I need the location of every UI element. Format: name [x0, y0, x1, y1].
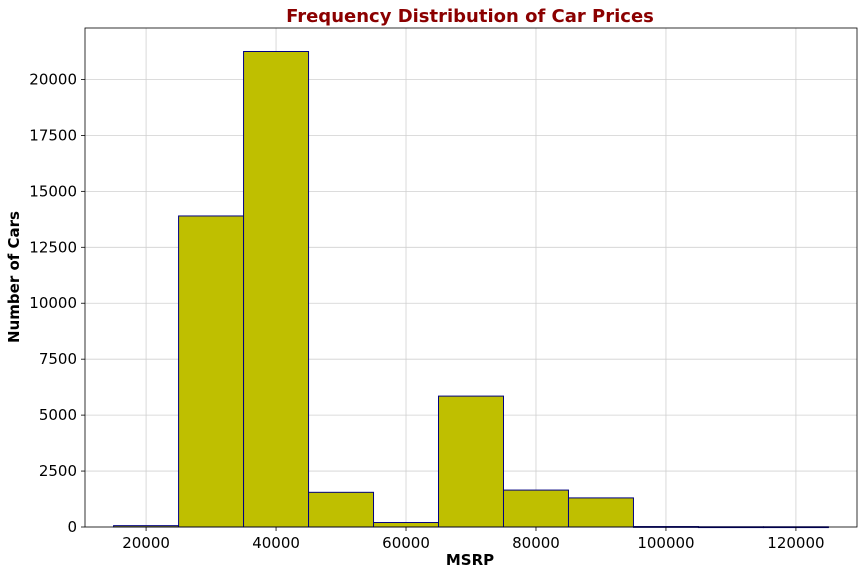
- y-tick-label: 17500: [29, 126, 77, 144]
- histogram-bar: [373, 522, 440, 528]
- y-tick-label: 0: [67, 518, 77, 536]
- x-axis-label: MSRP: [446, 551, 494, 569]
- y-tick-label: 7500: [39, 350, 77, 368]
- x-tick-labels: 20000 40000 60000 80000 100000 120000: [122, 527, 825, 552]
- y-axis-label: Number of Cars: [5, 211, 23, 343]
- histogram-bar: [502, 489, 569, 528]
- y-tick-label: 20000: [29, 70, 77, 88]
- y-tick-label: 15000: [29, 182, 77, 200]
- x-tick-label: 100000: [637, 534, 694, 552]
- x-tick-label: 40000: [252, 534, 300, 552]
- y-tick-label: 2500: [39, 462, 77, 480]
- x-tick-label: 20000: [122, 534, 170, 552]
- plot-frame: [84, 27, 858, 528]
- x-tick-label: 120000: [767, 534, 824, 552]
- histogram-bar: [178, 215, 245, 528]
- y-tick-label: 5000: [39, 406, 77, 424]
- histogram-bar: [567, 497, 634, 528]
- y-tick-labels: 0 2500 5000 7500 10000 12500 15000 17500 20000: [29, 70, 85, 536]
- bars-layer: [113, 50, 829, 529]
- chart-title: Frequency Distribution of Car Prices: [286, 6, 654, 27]
- histogram-bar: [243, 50, 310, 528]
- y-tick-label: 10000: [29, 294, 77, 312]
- x-tick-label: 80000: [512, 534, 560, 552]
- x-tick-label: 60000: [382, 534, 430, 552]
- histogram-bar: [308, 491, 375, 528]
- y-tick-label: 12500: [29, 238, 77, 256]
- histogram-bar: [438, 395, 504, 528]
